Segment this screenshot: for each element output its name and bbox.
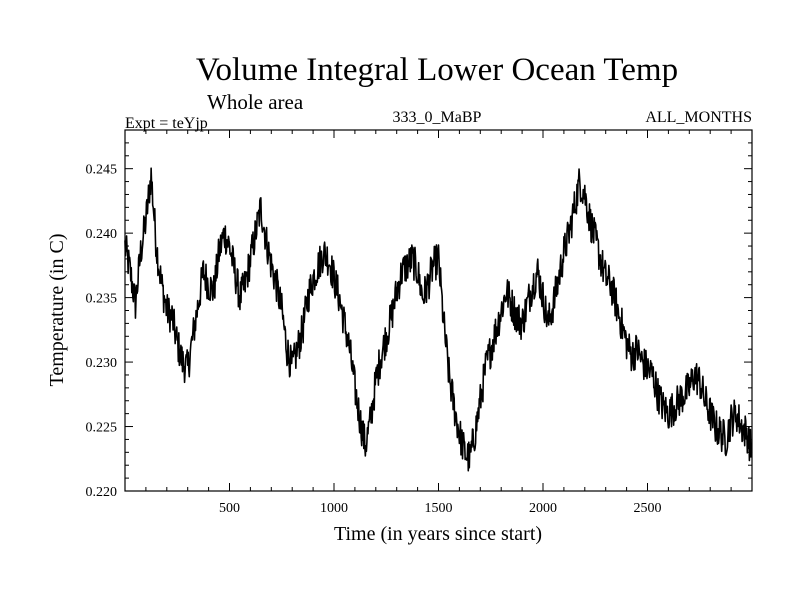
period-label: 333_0_MaBP [393, 109, 482, 126]
y-tick-label: 0.220 [86, 485, 118, 500]
y-axis-label: Temperature (in C) [46, 234, 68, 387]
x-tick-labels: 500 1000 1500 2000 2500 [219, 501, 662, 516]
x-tick-label: 500 [219, 501, 240, 516]
y-tick-label: 0.225 [86, 421, 118, 436]
x-tick-label: 2000 [529, 501, 557, 516]
x-tick-label: 1000 [320, 501, 348, 516]
y-tick-label: 0.230 [86, 356, 118, 371]
y-tick-label: 0.240 [86, 227, 118, 242]
experiment-label: Expt = teYjp [125, 115, 208, 132]
x-tick-label: 1500 [425, 501, 453, 516]
y-tick-label: 0.245 [86, 163, 118, 178]
x-axis-label: Time (in years since start) [334, 523, 542, 545]
plot-frame [124, 129, 753, 492]
chart-subtitle: Whole area [207, 90, 304, 114]
x-tick-label: 2500 [634, 501, 662, 516]
temperature-series-line [124, 167, 753, 472]
months-label: ALL_MONTHS [645, 109, 752, 126]
y-tick-labels: 0.220 0.225 0.230 0.235 0.240 0.245 [86, 163, 118, 500]
chart-title: Volume Integral Lower Ocean Temp [196, 52, 678, 88]
y-tick-label: 0.235 [86, 292, 118, 307]
